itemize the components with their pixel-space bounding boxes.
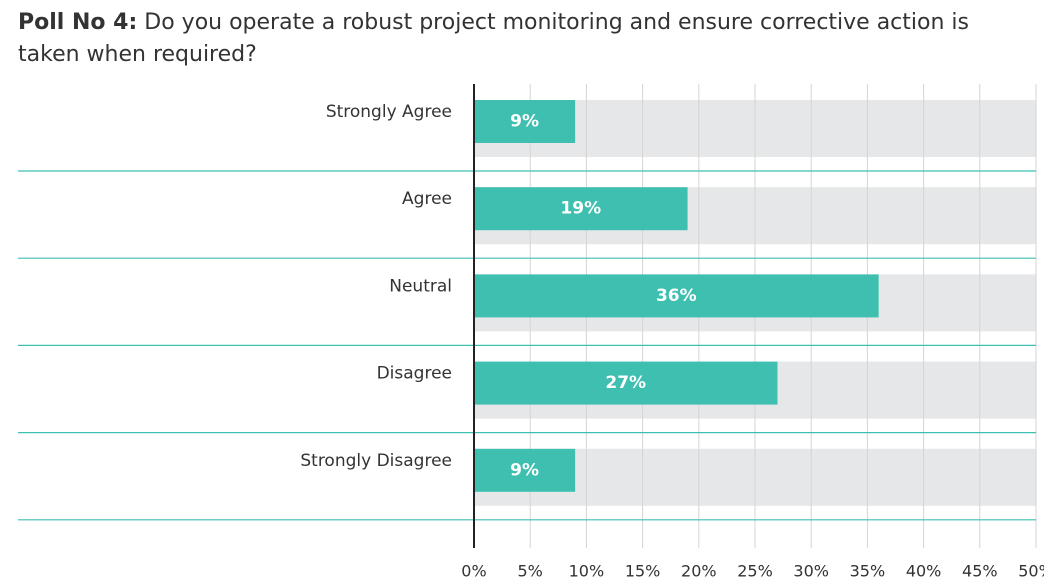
title-label: Poll No 4:	[18, 10, 137, 35]
bar	[474, 448, 576, 492]
category-label: Neutral	[389, 276, 452, 296]
chart-title-line2: taken when required?	[18, 42, 257, 67]
value-label: 9%	[510, 112, 539, 132]
chart-title: Poll No 4: Do you operate a robust proje…	[18, 10, 969, 35]
bar	[474, 187, 688, 231]
x-tick-label: 50%	[1018, 562, 1044, 581]
bar	[474, 361, 778, 405]
x-tick-label: 40%	[906, 562, 942, 581]
title-text: Do you operate a robust project monitori…	[144, 10, 969, 35]
x-tick-label: 45%	[962, 562, 998, 581]
value-label: 36%	[656, 286, 697, 306]
x-tick-label: 20%	[681, 562, 717, 581]
value-label: 19%	[560, 199, 601, 219]
category-label: Strongly Agree	[326, 102, 452, 122]
bar	[474, 274, 879, 318]
value-label: 9%	[510, 460, 539, 480]
value-label: 27%	[605, 373, 646, 393]
x-tick-label: 25%	[737, 562, 773, 581]
category-label: Strongly Disagree	[300, 451, 452, 471]
x-tick-label: 35%	[850, 562, 886, 581]
x-tick-label: 30%	[793, 562, 829, 581]
x-tick-label: 15%	[625, 562, 661, 581]
x-tick-label: 0%	[461, 562, 486, 581]
x-tick-label: 5%	[518, 562, 543, 581]
bar	[474, 100, 576, 143]
x-tick-label: 10%	[569, 562, 605, 581]
category-label: Disagree	[377, 364, 452, 384]
category-label: Agree	[402, 189, 452, 209]
